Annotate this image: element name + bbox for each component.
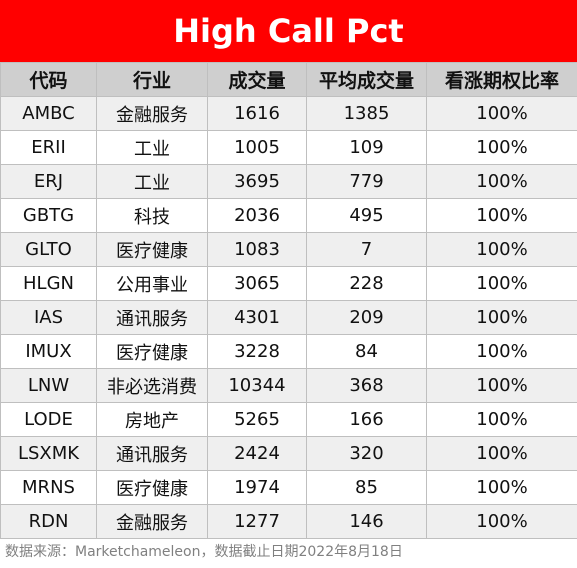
cell-avg-volume[interactable]: 779 (306, 164, 427, 199)
table-row: ERII 工业 1005 109 100% (0, 130, 577, 165)
table-row: ERJ 工业 3695 779 100% (0, 164, 577, 199)
table-row: AMBC 金融服务 1616 1385 100% (0, 96, 577, 131)
cell-avg-volume[interactable]: 146 (306, 504, 427, 539)
cell-call-ratio[interactable]: 100% (426, 96, 577, 131)
cell-industry[interactable]: 工业 (96, 164, 208, 199)
cell-code[interactable]: IAS (0, 300, 97, 335)
cell-code[interactable]: RDN (0, 504, 97, 539)
column-header-call-ratio[interactable]: 看涨期权比率 (426, 62, 577, 97)
header-row: 代码 行业 成交量 平均成交量 看涨期权比率 (0, 62, 577, 97)
table-row: HLGN 公用事业 3065 228 100% (0, 266, 577, 301)
cell-industry[interactable]: 医疗健康 (96, 232, 208, 267)
cell-volume[interactable]: 2424 (207, 436, 307, 471)
cell-industry[interactable]: 金融服务 (96, 504, 208, 539)
cell-industry[interactable]: 医疗健康 (96, 470, 208, 505)
cell-industry[interactable]: 通讯服务 (96, 300, 208, 335)
cell-industry[interactable]: 通讯服务 (96, 436, 208, 471)
source-note: 数据来源：Marketchameleon，数据截止日期2022年8月18日 (5, 544, 403, 560)
cell-avg-volume[interactable]: 320 (306, 436, 427, 471)
column-header-industry[interactable]: 行业 (96, 62, 208, 97)
cell-volume[interactable]: 3065 (207, 266, 307, 301)
cell-volume[interactable]: 3695 (207, 164, 307, 199)
cell-avg-volume[interactable]: 85 (306, 470, 427, 505)
table-row: MRNS 医疗健康 1974 85 100% (0, 470, 577, 505)
cell-call-ratio[interactable]: 100% (426, 368, 577, 403)
cell-call-ratio[interactable]: 100% (426, 164, 577, 199)
cell-code[interactable]: HLGN (0, 266, 97, 301)
cell-call-ratio[interactable]: 100% (426, 232, 577, 267)
cell-volume[interactable]: 1974 (207, 470, 307, 505)
cell-code[interactable]: LNW (0, 368, 97, 403)
table-row: RDN 金融服务 1277 146 100% (0, 504, 577, 539)
cell-call-ratio[interactable]: 100% (426, 436, 577, 471)
cell-call-ratio[interactable]: 100% (426, 470, 577, 505)
cell-avg-volume[interactable]: 209 (306, 300, 427, 335)
cell-avg-volume[interactable]: 368 (306, 368, 427, 403)
cell-avg-volume[interactable]: 84 (306, 334, 427, 369)
cell-volume[interactable]: 2036 (207, 198, 307, 233)
cell-industry[interactable]: 非必选消费 (96, 368, 208, 403)
column-header-volume[interactable]: 成交量 (207, 62, 307, 97)
cell-avg-volume[interactable]: 7 (306, 232, 427, 267)
cell-call-ratio[interactable]: 100% (426, 334, 577, 369)
table-row: GLTO 医疗健康 1083 7 100% (0, 232, 577, 267)
cell-industry[interactable]: 医疗健康 (96, 334, 208, 369)
title-banner: High Call Pct (0, 0, 577, 62)
cell-code[interactable]: LODE (0, 402, 97, 437)
table-row: IMUX 医疗健康 3228 84 100% (0, 334, 577, 369)
table-row: IAS 通讯服务 4301 209 100% (0, 300, 577, 335)
cell-call-ratio[interactable]: 100% (426, 130, 577, 165)
cell-call-ratio[interactable]: 100% (426, 198, 577, 233)
cell-code[interactable]: MRNS (0, 470, 97, 505)
cell-code[interactable]: AMBC (0, 96, 97, 131)
cell-volume[interactable]: 1277 (207, 504, 307, 539)
page-title: High Call Pct (173, 12, 404, 50)
table-row: LSXMK 通讯服务 2424 320 100% (0, 436, 577, 471)
cell-code[interactable]: ERII (0, 130, 97, 165)
cell-call-ratio[interactable]: 100% (426, 300, 577, 335)
table-row: LNW 非必选消费 10344 368 100% (0, 368, 577, 403)
cell-code[interactable]: LSXMK (0, 436, 97, 471)
cell-call-ratio[interactable]: 100% (426, 266, 577, 301)
cell-industry[interactable]: 科技 (96, 198, 208, 233)
cell-volume[interactable]: 3228 (207, 334, 307, 369)
cell-code[interactable]: GLTO (0, 232, 97, 267)
cell-avg-volume[interactable]: 495 (306, 198, 427, 233)
cell-volume[interactable]: 4301 (207, 300, 307, 335)
cell-call-ratio[interactable]: 100% (426, 504, 577, 539)
table-row: LODE 房地产 5265 166 100% (0, 402, 577, 437)
cell-code[interactable]: IMUX (0, 334, 97, 369)
cell-avg-volume[interactable]: 228 (306, 266, 427, 301)
cell-volume[interactable]: 10344 (207, 368, 307, 403)
data-table: 代码 行业 成交量 平均成交量 看涨期权比率 AMBC 金融服务 1616 1385 1… (0, 62, 577, 539)
cell-call-ratio[interactable]: 100% (426, 402, 577, 437)
cell-volume[interactable]: 1616 (207, 96, 307, 131)
cell-volume[interactable]: 1083 (207, 232, 307, 267)
cell-industry[interactable]: 房地产 (96, 402, 208, 437)
cell-industry[interactable]: 公用事业 (96, 266, 208, 301)
cell-avg-volume[interactable]: 1385 (306, 96, 427, 131)
column-header-code[interactable]: 代码 (0, 62, 97, 97)
cell-code[interactable]: ERJ (0, 164, 97, 199)
cell-avg-volume[interactable]: 166 (306, 402, 427, 437)
table-row: GBTG 科技 2036 495 100% (0, 198, 577, 233)
cell-avg-volume[interactable]: 109 (306, 130, 427, 165)
cell-code[interactable]: GBTG (0, 198, 97, 233)
column-header-avg-volume[interactable]: 平均成交量 (306, 62, 427, 97)
cell-volume[interactable]: 5265 (207, 402, 307, 437)
cell-industry[interactable]: 金融服务 (96, 96, 208, 131)
cell-industry[interactable]: 工业 (96, 130, 208, 165)
cell-volume[interactable]: 1005 (207, 130, 307, 165)
